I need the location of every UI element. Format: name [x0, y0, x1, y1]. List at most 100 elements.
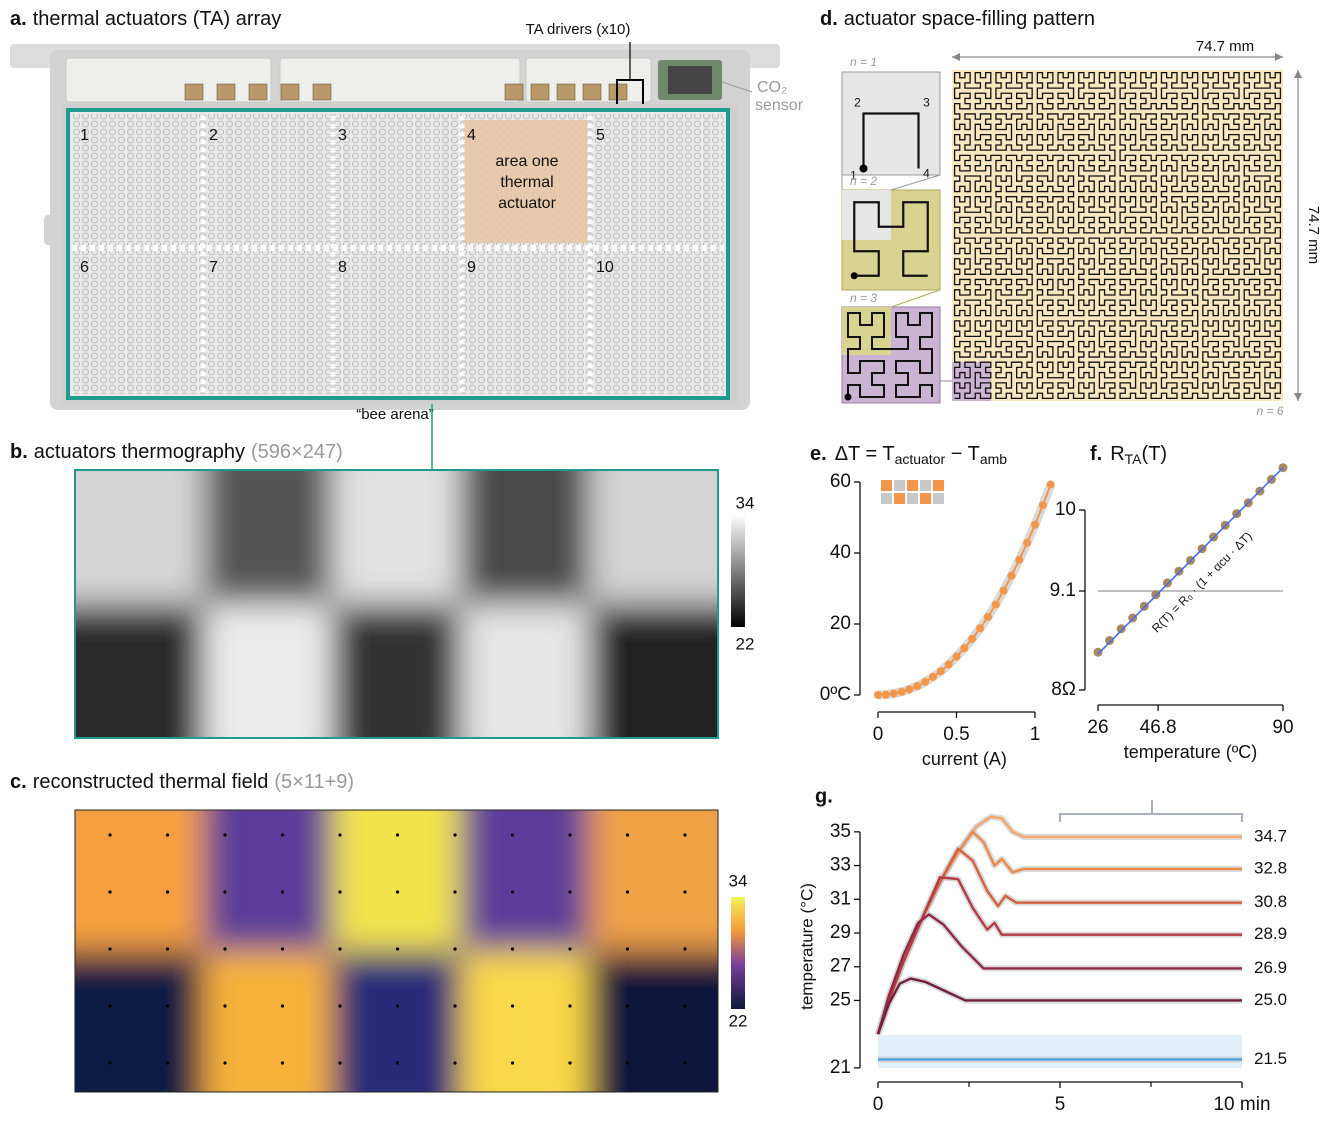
- point: [928, 672, 937, 681]
- inset-quadrant: [842, 190, 891, 240]
- panel-b-title: b. actuators thermography (596×247): [10, 441, 343, 463]
- y-tick-label: 10: [1055, 499, 1076, 520]
- sensor-dot: [683, 1061, 687, 1065]
- cell-number: 2: [209, 127, 218, 144]
- sensor-dot: [338, 890, 342, 894]
- order-label: n = 6: [1256, 404, 1283, 418]
- sensor-dot: [395, 1061, 400, 1065]
- end-label: 30.8: [1254, 892, 1287, 911]
- sensor-dot: [625, 1061, 630, 1065]
- heat-cell: [460, 604, 590, 738]
- x-tick-label: 0: [873, 724, 884, 745]
- sensor-dot: [568, 890, 572, 894]
- panel-label: b.: [10, 441, 28, 463]
- line: [876, 977, 1242, 1035]
- panel-title: reconstructed thermal field: [33, 771, 269, 793]
- sensor-dot: [108, 1004, 112, 1008]
- heat-cell: [203, 470, 333, 604]
- heat-cell: [332, 604, 461, 738]
- pattern-zoom: [952, 362, 991, 401]
- x-tick-label: 46.8: [1140, 717, 1177, 738]
- panel-label: e.: [810, 443, 827, 465]
- panel-size: (596×247): [251, 441, 343, 463]
- panel-label: g.: [815, 785, 833, 807]
- hilbert-curve: [847, 312, 933, 398]
- point: [913, 682, 922, 691]
- point: [1162, 578, 1172, 588]
- heat-cell: [203, 604, 333, 738]
- sensor-dot: [625, 890, 630, 894]
- y-tick-label: 20: [830, 613, 851, 634]
- fit-line: [1097, 467, 1284, 655]
- x-axis-label: current (A): [922, 749, 1007, 769]
- colorbar-label: 22: [729, 1011, 748, 1030]
- line-halo: [875, 845, 1242, 1036]
- panel-d-title: d. actuator space-filling pattern: [820, 8, 1095, 30]
- point: [976, 624, 985, 633]
- heat-cell: [332, 951, 461, 1092]
- sensor-dot: [453, 1004, 457, 1008]
- sensor-dot: [338, 1061, 342, 1065]
- sensor-dot: [510, 1061, 515, 1065]
- cell-number: 6: [80, 259, 89, 276]
- annotation: thermal: [500, 174, 553, 191]
- pattern-icon: [881, 493, 892, 504]
- point: [960, 644, 969, 653]
- pattern-icon: [933, 493, 944, 504]
- sensor-dot: [625, 947, 630, 951]
- sensor-dot: [165, 833, 170, 837]
- driver-chip: [556, 83, 576, 101]
- sensor-dot: [395, 890, 400, 894]
- heat-cell: [589, 951, 718, 1092]
- heat-cell: [332, 470, 461, 604]
- sensor-dot: [108, 1061, 112, 1065]
- sensor-dot: [510, 833, 515, 837]
- sensor-dot: [108, 890, 112, 894]
- sensor-dot: [338, 1004, 342, 1008]
- panel-label: c.: [10, 771, 27, 793]
- title-part: (T): [1142, 443, 1168, 465]
- annotation: area one: [495, 153, 558, 170]
- start-dot: [850, 272, 858, 280]
- point: [999, 586, 1008, 595]
- pattern-bg: [952, 70, 1283, 401]
- line: [877, 484, 1052, 696]
- sensor-dot: [683, 833, 687, 837]
- title-part: − T: [945, 443, 980, 465]
- cell-number: 1: [80, 127, 89, 144]
- cell-number: 5: [596, 127, 605, 144]
- title-sub: amb: [980, 451, 1007, 467]
- heat-cell: [460, 470, 590, 604]
- panel-label: a.: [10, 8, 27, 30]
- sensor-dot: [338, 833, 342, 837]
- order-label: n = 2: [850, 174, 877, 188]
- sensor-dot: [223, 1061, 227, 1065]
- sensor-dot: [568, 947, 572, 951]
- annotation: sensor: [755, 97, 804, 114]
- pattern-icon: [920, 480, 931, 491]
- end-label: 28.9: [1254, 924, 1287, 943]
- pattern-icon: [920, 493, 931, 504]
- sensor-dot: [223, 833, 227, 837]
- pattern-icon: [907, 493, 918, 504]
- x-tick-label: 0.5: [943, 724, 969, 745]
- co2-sensor-core: [668, 66, 712, 94]
- y-tick-label: 33: [830, 855, 851, 876]
- zoom-line: [890, 174, 941, 191]
- sensor-dot: [510, 947, 515, 951]
- point: [921, 677, 930, 686]
- sensor-dot: [453, 1061, 457, 1065]
- point: [874, 691, 882, 699]
- sensor-dot: [165, 1004, 170, 1008]
- panel-title: thermal actuators (TA) array: [33, 8, 282, 30]
- order-label: n = 3: [850, 291, 877, 305]
- point: [1105, 636, 1115, 645]
- sensor-dot: [395, 1004, 400, 1008]
- x-tick-label: 1: [1030, 724, 1041, 745]
- sensor-dot: [338, 947, 342, 951]
- cell-number: 7: [209, 259, 218, 276]
- y-tick-label: 40: [830, 542, 851, 563]
- sensor-dot: [625, 1004, 630, 1008]
- y-tick-label: 60: [830, 471, 851, 492]
